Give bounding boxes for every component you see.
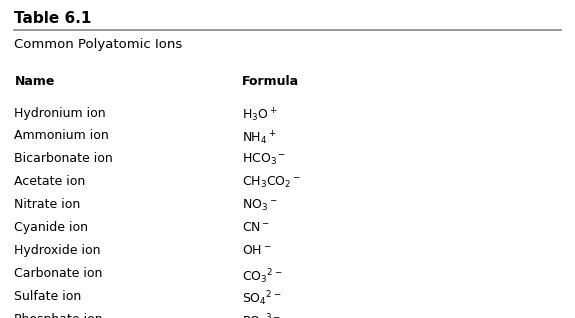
Text: SO$_4$$^{2-}$: SO$_4$$^{2-}$ [242, 290, 281, 308]
Text: CO$_3$$^{2-}$: CO$_3$$^{2-}$ [242, 267, 282, 286]
Text: PO$_4$$^{3-}$: PO$_4$$^{3-}$ [242, 313, 281, 318]
Text: Name: Name [14, 75, 55, 88]
Text: Sulfate ion: Sulfate ion [14, 290, 82, 303]
Text: Phosphate ion: Phosphate ion [14, 313, 103, 318]
Text: Hydroxide ion: Hydroxide ion [14, 244, 101, 257]
Text: Formula: Formula [242, 75, 298, 88]
Text: Ammonium ion: Ammonium ion [14, 129, 109, 142]
Text: Nitrate ion: Nitrate ion [14, 198, 81, 211]
Text: Carbonate ion: Carbonate ion [14, 267, 103, 280]
Text: Common Polyatomic Ions: Common Polyatomic Ions [14, 38, 183, 51]
Text: NH$_4$$^+$: NH$_4$$^+$ [242, 129, 276, 147]
Text: Bicarbonate ion: Bicarbonate ion [14, 152, 113, 165]
Text: Cyanide ion: Cyanide ion [14, 221, 89, 234]
Text: CN$^-$: CN$^-$ [242, 221, 270, 234]
Text: Acetate ion: Acetate ion [14, 175, 86, 188]
Text: Table 6.1: Table 6.1 [14, 11, 92, 26]
Text: OH$^-$: OH$^-$ [242, 244, 271, 257]
Text: Hydronium ion: Hydronium ion [14, 107, 106, 120]
Text: H$_3$O$^+$: H$_3$O$^+$ [242, 107, 277, 124]
Text: CH$_3$CO$_2$$^-$: CH$_3$CO$_2$$^-$ [242, 175, 301, 190]
Text: NO$_3$$^-$: NO$_3$$^-$ [242, 198, 277, 213]
Text: HCO$_3$$^-$: HCO$_3$$^-$ [242, 152, 286, 167]
